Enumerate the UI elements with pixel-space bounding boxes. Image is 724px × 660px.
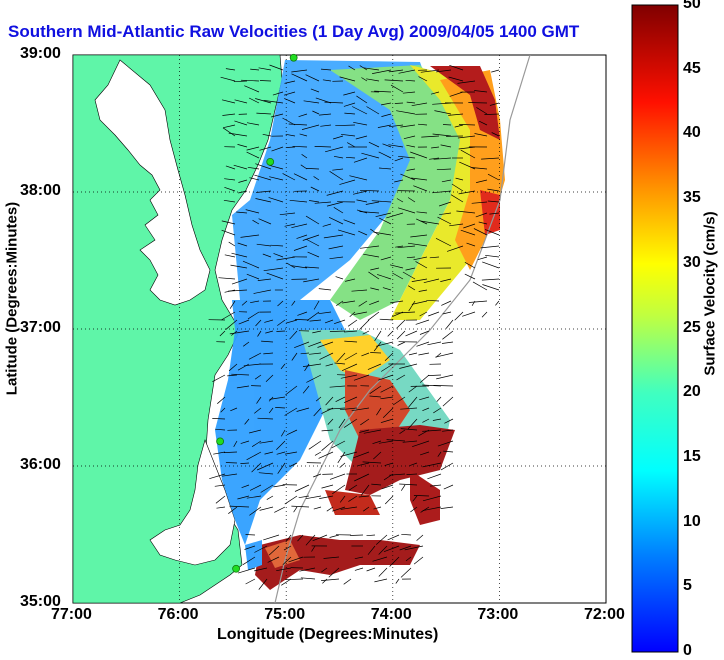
colorbar-tick-label: 15 [683,448,701,466]
x-axis-label: Longitude (Degrees:Minutes) [217,626,438,644]
x-tick-label: 74:00 [371,606,412,624]
velocity-arrow [246,535,256,536]
velocity-arrow [370,353,381,354]
x-tick-label: 73:00 [477,606,518,624]
colorbar-tick-label: 50 [683,0,701,13]
station-marker [267,158,274,165]
colorbar-tick-label: 35 [683,189,701,207]
colorbar-tick-label: 0 [683,642,692,660]
station-marker [217,438,224,445]
velocity-arrow [260,81,271,82]
colorbar-tick-label: 10 [683,513,701,531]
colorbar-tick-label: 40 [683,124,701,142]
colorbar-tick-label: 20 [683,383,701,401]
station-marker [290,54,297,61]
x-tick-label: 72:00 [584,606,625,624]
velocity-arrow [468,103,487,104]
station-marker [233,565,240,572]
velocity-arrow [287,147,295,148]
colorbar-tick-label: 5 [683,577,692,595]
colorbar-label: Surface Velocity (cm/s) [702,164,719,424]
y-tick-label: 37:00 [20,319,61,337]
y-tick-label: 39:00 [20,45,61,63]
y-tick-label: 36:00 [20,456,61,474]
x-tick-label: 75:00 [264,606,305,624]
x-tick-label: 76:00 [158,606,199,624]
velocity-arrow [350,535,363,536]
velocity-arrow [226,463,237,464]
velocity-arrow [276,331,285,332]
colorbar-tick-label: 25 [683,319,701,337]
y-axis-label: Latitude (Degrees:Minutes) [4,169,21,429]
velocity-arrow [443,125,451,126]
colorbar-tick-label: 30 [683,254,701,272]
colorbar-tick-label: 45 [683,60,701,78]
y-tick-label: 35:00 [20,593,61,611]
y-tick-label: 38:00 [20,182,61,200]
colorbar [632,5,678,652]
velocity-arrow [395,103,403,104]
